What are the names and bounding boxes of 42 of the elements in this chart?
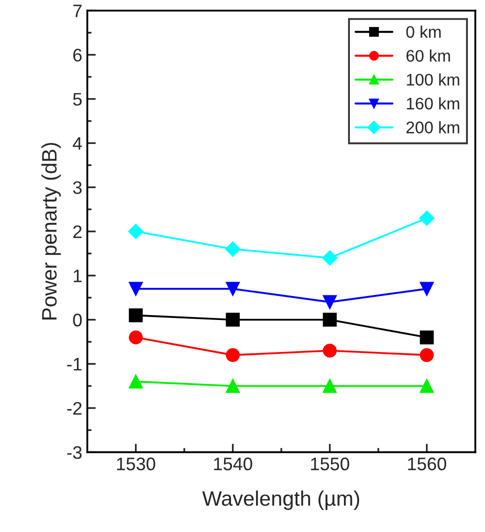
y-tick-label: 7 <box>73 4 82 18</box>
y-tick-label: 1 <box>74 270 82 282</box>
y-tick-label: -3 <box>67 446 82 459</box>
x-tick-label: 1550 <box>311 458 350 470</box>
x-tick-label: 1530 <box>117 458 156 470</box>
point <box>420 282 434 296</box>
point <box>128 374 143 388</box>
point <box>420 348 434 362</box>
y-tick-label: 4 <box>72 137 82 150</box>
x-tick-label: 1540 <box>214 458 252 470</box>
point <box>322 312 337 327</box>
point <box>128 282 143 296</box>
point <box>226 379 240 393</box>
legend-label: 100 km <box>406 73 460 86</box>
legend-label: 160 km <box>406 97 460 110</box>
point <box>420 379 434 393</box>
point <box>420 330 434 344</box>
point <box>226 312 240 327</box>
point <box>322 379 337 393</box>
y-tick-label: 5 <box>73 93 82 106</box>
legend-label: 0 km <box>406 26 441 38</box>
y-tick-label: 0 <box>73 314 82 326</box>
y-tick-label: 2 <box>73 225 82 238</box>
point <box>322 250 338 266</box>
y-tick-label: 6 <box>73 48 82 62</box>
y-tick-label: -2 <box>67 402 82 415</box>
point <box>419 210 434 226</box>
legend-label: 200 km <box>406 121 460 134</box>
point <box>226 282 240 296</box>
point <box>322 344 337 358</box>
y-tick-label: -1 <box>67 358 82 370</box>
point <box>322 295 337 310</box>
x-axis-title: Wavelength (µm) <box>202 490 360 510</box>
point <box>128 224 144 239</box>
point <box>128 308 143 322</box>
legend-label: 60 km <box>406 50 450 62</box>
point <box>128 330 143 344</box>
y-tick-label: 3 <box>73 181 82 194</box>
point <box>226 348 240 362</box>
x-tick-label: 1560 <box>408 458 446 470</box>
point <box>225 242 240 257</box>
y-axis-title: Power penarty (dB) <box>41 142 61 320</box>
